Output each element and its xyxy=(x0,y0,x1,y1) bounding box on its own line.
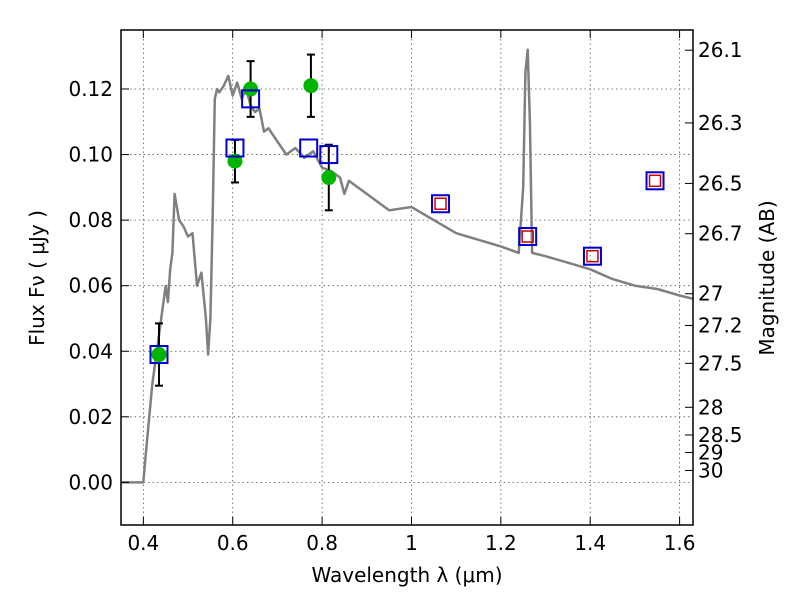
x-tick-label: 1 xyxy=(405,531,418,555)
x-tick-label: 1.4 xyxy=(574,531,606,555)
y-tick-label: 0.02 xyxy=(68,405,113,429)
predicted-flux-square xyxy=(586,249,599,263)
y2-tick-label: 27 xyxy=(698,282,723,306)
model-spectrum-line xyxy=(121,48,694,484)
observed-flux-point xyxy=(321,170,337,186)
model-flux-square xyxy=(299,138,319,158)
observed-flux-point xyxy=(243,81,259,97)
y2-tick-label: 26.5 xyxy=(698,171,743,195)
data-layer xyxy=(121,48,694,484)
y2-tick-label: 29 xyxy=(698,440,723,464)
model-flux-square xyxy=(582,246,602,266)
y-tick-label: 0.04 xyxy=(68,339,113,363)
x-tick-label: 1.6 xyxy=(664,531,696,555)
predicted-flux-square xyxy=(521,230,534,243)
x-tick-label: 1.2 xyxy=(485,531,517,555)
y2-tick-label: 30 xyxy=(698,458,723,482)
y2-tick-label: 26.7 xyxy=(698,222,743,246)
y-tick-label: 0.10 xyxy=(68,143,113,167)
x-axis-label: Wavelength λ (μm) xyxy=(311,563,502,587)
y2-tick-label: 28.5 xyxy=(698,423,743,447)
observed-flux-point xyxy=(303,78,319,94)
y-tick-label: 0.08 xyxy=(68,208,113,232)
predicted-flux-square xyxy=(434,197,447,210)
model-flux-square xyxy=(518,227,538,247)
y2-tick-label: 26.3 xyxy=(698,111,743,135)
y2-tick-label: 26.1 xyxy=(698,38,743,62)
model-flux-square xyxy=(149,345,169,365)
model-flux-square xyxy=(645,171,665,191)
model-flux-square xyxy=(319,145,339,165)
y-tick-label: 0.00 xyxy=(68,470,113,494)
plot-background xyxy=(121,30,693,525)
model-flux-square xyxy=(431,194,451,214)
y-axis-label: Flux Fν ( μJy ) xyxy=(25,210,49,346)
y2-tick-label: 27.5 xyxy=(698,351,743,375)
y-tick-label: 0.12 xyxy=(68,77,113,101)
y2-tick-label: 27.2 xyxy=(698,313,743,337)
plot-frame xyxy=(120,29,694,526)
y2-axis-label: Magnitude (AB) xyxy=(755,200,779,355)
y-tick-label: 0.06 xyxy=(68,274,113,298)
ticks: 0.4 0.6 0.8 1 1.2 1.4 1.6 0.00 0.02 0.04 0.06 0.08 0… xyxy=(68,30,743,555)
y2-tick-label: 28 xyxy=(698,395,723,419)
observed-flux-point xyxy=(151,347,167,363)
predicted-flux-square xyxy=(648,174,662,188)
x-tick-label: 0.8 xyxy=(306,531,338,555)
x-tick-label: 0.6 xyxy=(217,531,249,555)
x-tick-label: 0.4 xyxy=(127,531,159,555)
model-flux-square xyxy=(241,89,261,109)
model-flux-square xyxy=(225,138,245,158)
